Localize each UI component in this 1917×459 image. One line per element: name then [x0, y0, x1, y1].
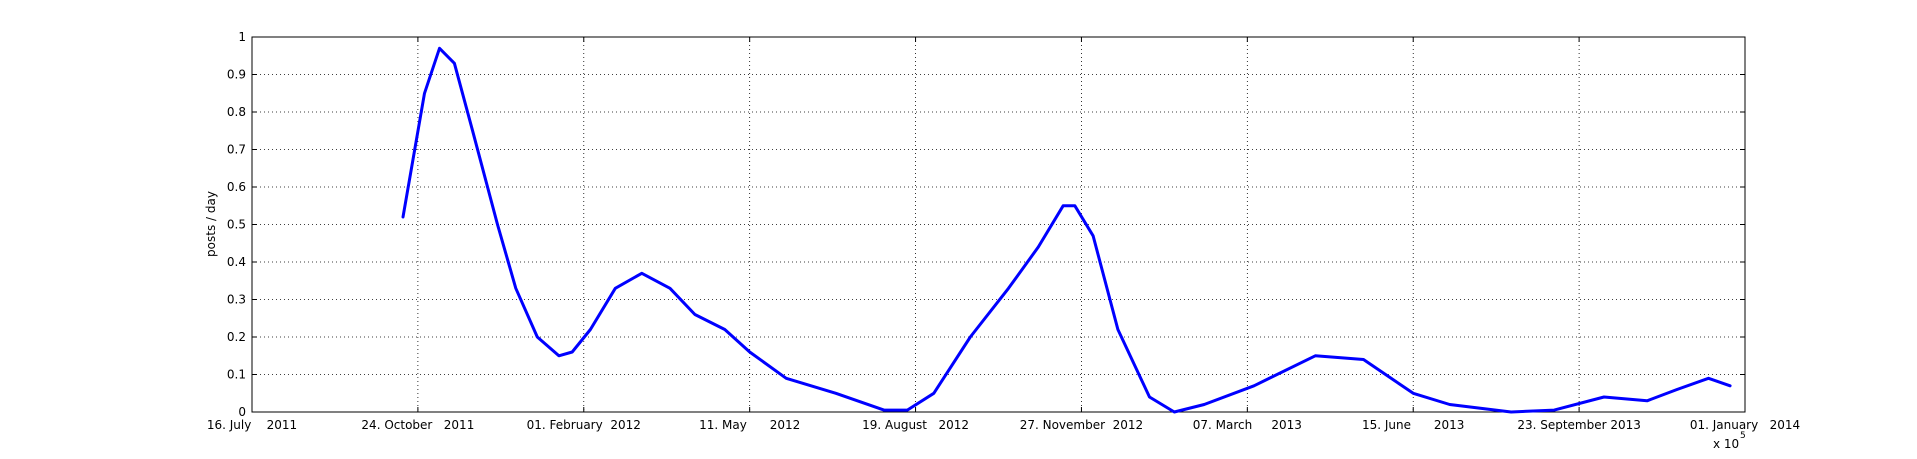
- y-tick-label: 0.7: [227, 143, 246, 157]
- y-tick-label: 0.2: [227, 330, 246, 344]
- y-tick-label: 0.6: [227, 180, 246, 194]
- y-tick-label: 0.3: [227, 293, 246, 307]
- x-tick-label: 07. March 2013: [1193, 418, 1302, 432]
- x-tick-label: 01. January 2014: [1690, 418, 1800, 432]
- data-line: [401, 46, 1732, 414]
- y-tick-label: 0.4: [227, 255, 246, 269]
- x-tick-label: 16. July 2011: [207, 418, 297, 432]
- y-axis-label: posts / day: [204, 191, 218, 257]
- x-tick-label: 15. June 2013: [1362, 418, 1464, 432]
- y-tick-label: 0.5: [227, 218, 246, 232]
- x-tick-label: 01. February 2012: [527, 418, 641, 432]
- x-tick-label: 19. August 2012: [862, 418, 969, 432]
- x-tick-label: 11. May 2012: [699, 418, 800, 432]
- y-tick-label: 1: [238, 30, 246, 44]
- y-tick-label: 0: [238, 405, 246, 419]
- plot-area: [252, 37, 1745, 412]
- axes-box: [251, 36, 1746, 413]
- x-exponent: 5: [1740, 431, 1746, 441]
- x-multiplier: x 10: [1713, 437, 1739, 451]
- x-tick-label: 27. November 2012: [1020, 418, 1144, 432]
- y-tick-label: 0.9: [227, 68, 246, 82]
- x-tick-label: 23. September 2013: [1517, 418, 1641, 432]
- y-tick-label: 0.8: [227, 105, 246, 119]
- x-tick-label: 24. October 2011: [361, 418, 474, 432]
- y-tick-label: 0.1: [227, 368, 246, 382]
